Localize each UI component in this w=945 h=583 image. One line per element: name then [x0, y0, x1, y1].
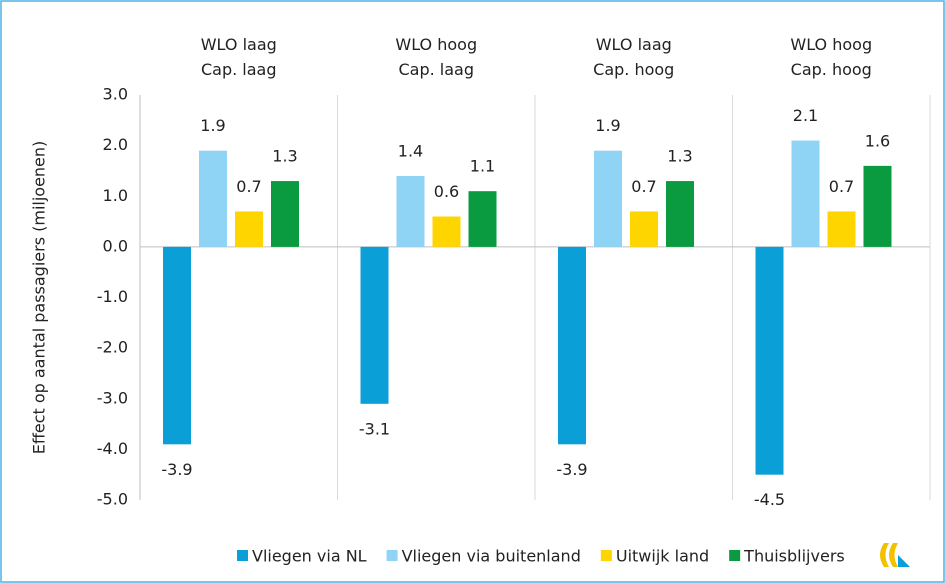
- data-label: 1.9: [200, 116, 225, 135]
- bar: [666, 181, 694, 247]
- data-label: -3.9: [161, 460, 192, 479]
- legend-label: Vliegen via buitenland: [402, 547, 581, 566]
- data-label: 1.3: [272, 147, 297, 166]
- y-axis-title: Effect op aantal passagiers (miljoenen): [30, 141, 49, 455]
- bar: [396, 176, 425, 247]
- data-label: 0.7: [829, 177, 854, 196]
- y-tick-label: -1.0: [97, 287, 128, 306]
- data-label: 1.6: [865, 131, 890, 150]
- bar: [199, 150, 227, 247]
- bar: [235, 211, 263, 247]
- data-label: -3.1: [359, 419, 390, 438]
- y-tick-label: -4.0: [97, 439, 128, 458]
- bar: [558, 246, 586, 445]
- bar: [630, 211, 658, 247]
- legend-swatch: [237, 550, 248, 561]
- x-tick-label: WLO laag Cap. laag: [201, 35, 277, 79]
- data-label: 0.7: [236, 177, 261, 196]
- y-tick-label: 1.0: [103, 186, 128, 205]
- bar: [271, 181, 299, 247]
- data-label: 2.1: [793, 106, 818, 125]
- bar: [468, 191, 497, 247]
- logo: [880, 543, 910, 567]
- legend-swatch: [600, 550, 612, 561]
- y-tick-label: -3.0: [97, 388, 128, 407]
- bar: [163, 246, 191, 445]
- data-label: 0.7: [631, 177, 656, 196]
- data-label: 1.1: [470, 157, 495, 176]
- bar: [863, 165, 892, 247]
- legend-swatch: [729, 550, 741, 561]
- data-label: -4.5: [754, 490, 785, 509]
- y-tick-label: -5.0: [97, 490, 128, 509]
- bar: [360, 246, 389, 404]
- legend-label: Thuisblijvers: [743, 547, 845, 566]
- y-tick-label: 3.0: [103, 85, 128, 104]
- x-tick-label: WLO hoog Cap. hoog: [790, 35, 872, 79]
- bar: [827, 211, 856, 247]
- y-tick-label: 2.0: [103, 135, 128, 154]
- data-label: -3.9: [556, 460, 587, 479]
- data-label: 0.6: [434, 182, 459, 201]
- data-label: 1.3: [667, 147, 692, 166]
- bar: [432, 216, 461, 247]
- x-tick-label: WLO hoog Cap. laag: [395, 35, 477, 79]
- data-label: 1.9: [595, 116, 620, 135]
- y-tick-label: -2.0: [97, 338, 128, 357]
- legend-label: Vliegen via NL: [252, 547, 367, 566]
- bar: [594, 150, 622, 247]
- y-tick-label: 0.0: [103, 236, 128, 255]
- data-label: 1.4: [398, 142, 423, 161]
- legend-label: Uitwijk land: [616, 547, 709, 566]
- bar: [791, 140, 820, 247]
- bar: [755, 246, 784, 475]
- x-tick-label: WLO laag Cap. hoog: [593, 35, 674, 79]
- legend-swatch: [386, 550, 398, 561]
